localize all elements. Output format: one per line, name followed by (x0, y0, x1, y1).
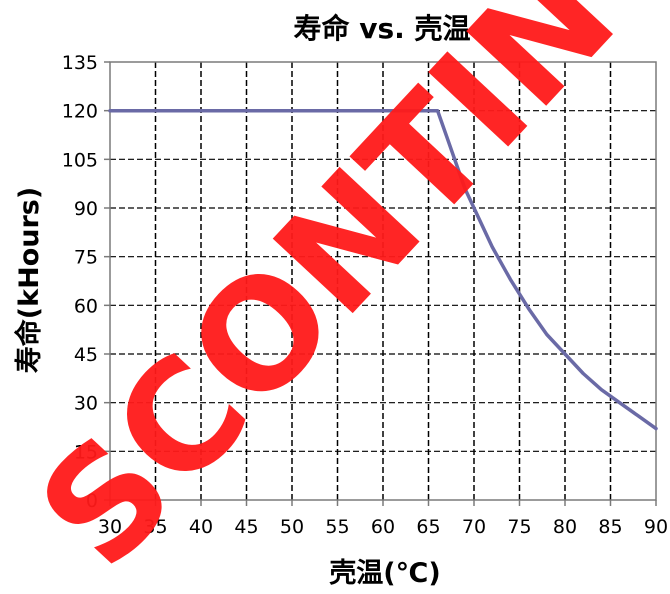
y-tick-label-105: 105 (62, 149, 98, 171)
series-layer (108, 108, 658, 431)
watermark-text: SCONTIN (7, 0, 649, 594)
x-tick-label-65: 65 (416, 516, 440, 538)
x-tick-label-30: 30 (98, 516, 122, 538)
y-tick-label-15: 15 (74, 441, 98, 463)
x-tick-label-35: 35 (143, 516, 167, 538)
y-tick-label-90: 90 (74, 198, 98, 220)
x-tick-label-55: 55 (325, 516, 349, 538)
y-tick-label-75: 75 (74, 247, 98, 269)
y-tick-label-135: 135 (62, 52, 98, 74)
y-tick-label-120: 120 (62, 101, 98, 123)
grid-lines (110, 62, 656, 500)
x-axis-title: 壳温(℃) (329, 558, 440, 589)
y-axis-title: 寿命(kHours) (13, 187, 45, 373)
x-tick-label-90: 90 (644, 516, 668, 538)
x-tick-label-75: 75 (507, 516, 531, 538)
y-tick-label-30: 30 (74, 393, 98, 415)
x-tick-label-50: 50 (280, 516, 304, 538)
x-tick-label-80: 80 (553, 516, 577, 538)
series-line-0 (108, 108, 658, 431)
x-tick-label-60: 60 (371, 516, 395, 538)
x-tick-label-40: 40 (189, 516, 213, 538)
y-tick-label-0: 0 (86, 490, 98, 512)
x-tick-label-70: 70 (462, 516, 486, 538)
x-tick-label-45: 45 (234, 516, 258, 538)
chart-title: 寿命 vs. 壳温 (293, 12, 470, 45)
y-tick-label-60: 60 (74, 295, 98, 317)
axis-ticks: 0 15 30 45 60 75 90 105 120 135 30 35 40 45 50 55 60 65 70… (62, 52, 668, 538)
x-tick-label-85: 85 (598, 516, 622, 538)
y-tick-label-45: 45 (74, 344, 98, 366)
